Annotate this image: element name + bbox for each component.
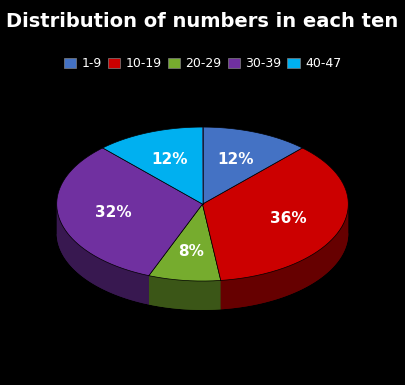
Polygon shape [149, 233, 221, 310]
Polygon shape [202, 127, 302, 204]
Text: 36%: 36% [270, 211, 307, 226]
Polygon shape [103, 127, 202, 204]
Polygon shape [57, 233, 202, 305]
Polygon shape [202, 148, 348, 280]
Polygon shape [202, 233, 348, 309]
Polygon shape [149, 276, 221, 310]
Polygon shape [57, 148, 202, 276]
Polygon shape [221, 204, 348, 309]
Polygon shape [57, 204, 149, 305]
Text: 12%: 12% [217, 152, 254, 167]
Text: 8%: 8% [178, 244, 204, 259]
Legend: 1-9, 10-19, 20-29, 30-39, 40-47: 1-9, 10-19, 20-29, 30-39, 40-47 [59, 52, 346, 75]
Text: 32%: 32% [96, 206, 132, 221]
Polygon shape [149, 204, 221, 281]
Text: 12%: 12% [151, 152, 188, 167]
Text: Distribution of numbers in each ten: Distribution of numbers in each ten [6, 12, 399, 30]
